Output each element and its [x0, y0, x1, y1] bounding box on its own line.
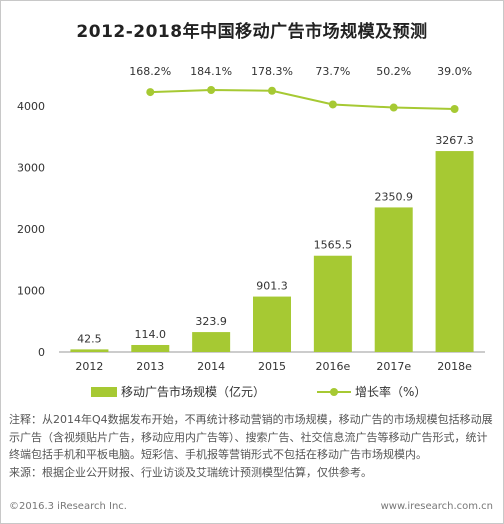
growth-rate-label: 50.2%: [376, 65, 411, 78]
growth-rate-point: [389, 103, 398, 112]
website-text: www.iresearch.com.cn: [380, 501, 493, 512]
legend-line-label: 增长率（%）: [355, 385, 427, 399]
bar: [192, 332, 231, 352]
x-tick-label: 2012: [75, 360, 103, 373]
bar: [131, 344, 170, 352]
chart-title: 2012-2018年中国移动广告市场规模及预测: [76, 22, 428, 42]
growth-rate-label: 39.0%: [437, 65, 472, 78]
growth-rate-point: [207, 86, 216, 94]
bar-line-chart: 0 1000 2000 3000 4000 42.5 2012 114.0 2013 323.9 2…: [17, 65, 485, 373]
bar: [70, 349, 109, 352]
growth-rate-point: [268, 86, 276, 95]
y-tick-label: 2000: [17, 223, 45, 236]
bar: [435, 151, 474, 352]
x-tick-label: 2015: [258, 360, 286, 373]
bar-value-label: 114.0: [135, 328, 167, 341]
bar: [313, 255, 352, 352]
source-text: 来源：根据企业公开财报、行业访谈及艾瑞统计预测模型估算，仅供参考。: [9, 465, 372, 479]
legend: 移动广告市场规模（亿元） 增长率（%）: [1, 383, 503, 403]
x-tick-label: 2013: [136, 360, 164, 373]
x-tick-label: 2016e: [315, 360, 350, 373]
y-tick-label: 0: [38, 346, 45, 359]
growth-rate-point: [450, 105, 459, 113]
growth-rate-label: 168.2%: [129, 65, 171, 78]
y-tick-label: 4000: [17, 100, 45, 113]
bar-value-label: 1565.5: [314, 239, 353, 252]
bar-value-label: 2350.9: [374, 190, 413, 203]
bar-value-label: 901.3: [256, 280, 288, 293]
notes: 注释：从2014年Q4数据发布开始，不再统计移动营销的市场规模，移动广告的市场规…: [9, 411, 495, 481]
growth-rate-label: 184.1%: [190, 65, 232, 78]
legend-item-bar: 移动广告市场规模（亿元）: [91, 383, 265, 400]
bar-value-label: 42.5: [77, 332, 102, 345]
y-tick-label: 1000: [17, 285, 45, 298]
bar: [374, 207, 413, 352]
copyright-text: ©2016.3 iResearch Inc.: [9, 501, 127, 512]
y-tick-label: 3000: [17, 162, 45, 175]
legend-item-line: 增长率（%）: [317, 383, 426, 400]
growth-rate-point: [146, 88, 155, 97]
bar-value-label: 323.9: [195, 315, 227, 328]
legend-line-marker: [317, 387, 351, 397]
growth-rate-label: 178.3%: [251, 65, 293, 78]
x-tick-label: 2017e: [376, 360, 411, 373]
growth-rate-label: 73.7%: [315, 65, 350, 78]
x-tick-label: 2018e: [437, 360, 472, 373]
legend-bar-swatch: [91, 386, 117, 397]
legend-bar-label: 移动广告市场规模（亿元）: [121, 385, 266, 399]
bar: [253, 296, 291, 352]
footer: ©2016.3 iResearch Inc. www.iresearch.com…: [9, 501, 493, 515]
x-tick-label: 2014: [197, 360, 225, 373]
note-text: 注释：从2014年Q4数据发布开始，不再统计移动营销的市场规模，移动广告的市场规…: [9, 413, 493, 461]
growth-rate-point: [328, 100, 337, 109]
growth-rate-line: [150, 88, 455, 110]
bar-value-label: 3267.3: [435, 134, 474, 147]
